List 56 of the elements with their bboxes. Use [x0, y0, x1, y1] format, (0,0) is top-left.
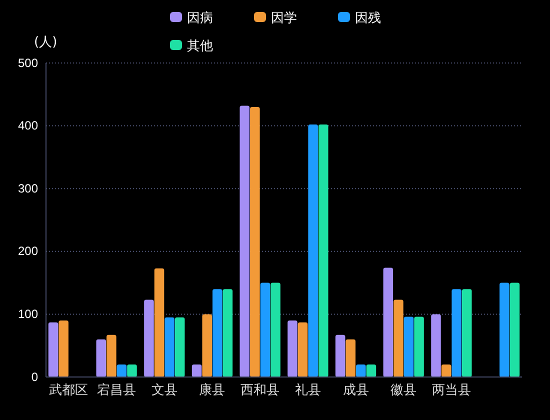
bar — [308, 124, 318, 377]
bar — [414, 316, 424, 377]
bar — [452, 289, 462, 377]
x-tick-label: 礼县 — [294, 382, 321, 398]
bar — [404, 316, 414, 377]
legend-label: 其他 — [187, 39, 213, 54]
legend-label: 因残 — [355, 11, 381, 26]
bar — [164, 317, 174, 377]
bar — [58, 320, 68, 377]
y-tick-label: 100 — [18, 307, 38, 322]
bar — [212, 289, 222, 377]
bar — [116, 364, 127, 377]
y-axis-title: (人) — [34, 35, 58, 50]
bar — [127, 364, 137, 377]
x-tick-label: 成县 — [342, 382, 369, 398]
legend-label: 因病 — [187, 11, 213, 26]
bar — [356, 364, 366, 377]
bar — [174, 317, 185, 377]
bar — [48, 322, 58, 377]
y-tick-label: 0 — [31, 370, 38, 384]
x-tick-label: 徽县 — [390, 382, 417, 398]
bar — [288, 320, 298, 377]
bar — [394, 300, 404, 377]
y-tick-label: 300 — [18, 181, 38, 196]
bar — [383, 268, 394, 377]
bar — [144, 300, 154, 377]
bar — [270, 282, 280, 377]
bar — [346, 339, 356, 377]
y-tick-label: 400 — [18, 118, 38, 133]
x-tick-label: 西和县 — [240, 382, 280, 398]
bar — [260, 282, 270, 377]
bar — [222, 289, 233, 377]
bar — [240, 106, 250, 377]
x-tick-label: 文县 — [151, 382, 178, 398]
bar — [154, 268, 164, 377]
bar — [335, 334, 346, 377]
bar — [431, 314, 441, 377]
bar — [318, 124, 328, 377]
y-tick-label: 500 — [18, 56, 38, 70]
legend-label: 因学 — [271, 11, 297, 26]
bar — [202, 314, 212, 377]
bar — [366, 364, 376, 377]
bar — [500, 282, 510, 377]
x-tick-label: 宕昌县 — [97, 382, 136, 398]
bar — [462, 289, 472, 377]
x-tick-label: 武都区 — [49, 382, 88, 398]
x-tick-label: 两当县 — [432, 382, 471, 398]
bar — [96, 339, 106, 377]
x-tick-label: 康县 — [199, 382, 226, 398]
bar — [250, 106, 260, 377]
bar — [441, 364, 452, 377]
bar — [298, 322, 308, 377]
bar — [510, 282, 520, 377]
bar — [192, 364, 202, 377]
y-tick-label: 200 — [18, 244, 38, 258]
bar — [106, 334, 116, 377]
